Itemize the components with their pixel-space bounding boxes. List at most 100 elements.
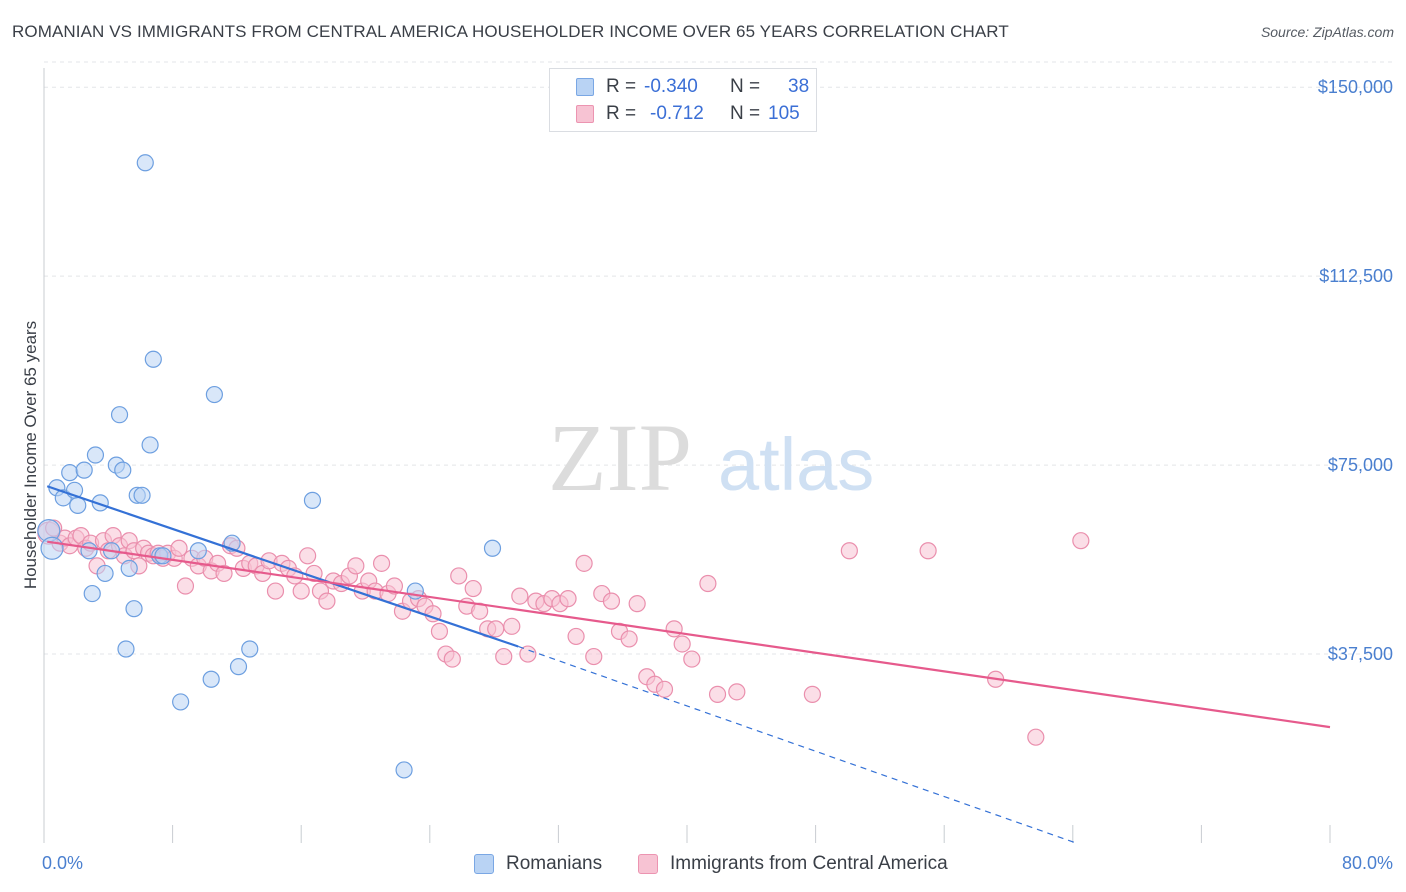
data-point xyxy=(215,564,233,583)
watermark-zip: ZIP xyxy=(548,404,692,511)
legend-n-label: N = xyxy=(730,76,761,97)
data-point xyxy=(919,542,937,560)
x-tick-label: 80.0% xyxy=(1342,853,1393,873)
data-point xyxy=(117,640,135,658)
y-axis-label: Householder Income Over 65 years xyxy=(21,321,40,589)
legend-n-value: 105 xyxy=(768,103,800,124)
trend-line xyxy=(46,485,519,648)
data-point xyxy=(266,582,285,600)
axes xyxy=(43,68,1331,843)
data-point xyxy=(728,683,746,701)
data-point xyxy=(299,547,317,565)
y-tick-label: $112,500 xyxy=(1319,266,1393,286)
data-point xyxy=(511,587,529,605)
x-tick-labels: 0.0% 80.0% xyxy=(42,853,1393,873)
data-point xyxy=(96,564,114,583)
data-point xyxy=(628,595,646,613)
data-point xyxy=(464,579,482,598)
trend-layer xyxy=(46,485,1331,844)
data-point xyxy=(83,584,101,603)
data-point xyxy=(114,461,132,479)
data-point xyxy=(172,693,190,711)
legend-r-value: -0.340 xyxy=(644,76,698,97)
data-point xyxy=(141,436,159,454)
data-point xyxy=(559,590,577,608)
data-point xyxy=(125,600,143,618)
x-tick-label: 0.0% xyxy=(42,853,83,873)
trend-line xyxy=(47,540,1331,729)
y-tick-label: $37,500 xyxy=(1328,644,1393,664)
data-point xyxy=(170,539,188,557)
data-point xyxy=(385,577,404,595)
data-point xyxy=(567,627,585,646)
bottom-legend-swatch xyxy=(638,854,658,874)
data-point xyxy=(69,496,87,515)
legend-r-label: R = xyxy=(606,103,637,124)
data-point xyxy=(495,647,513,666)
data-point xyxy=(229,658,248,676)
data-point xyxy=(75,461,93,479)
data-point xyxy=(372,554,391,572)
data-point xyxy=(487,620,505,638)
data-point xyxy=(318,592,336,610)
legend-row-central-america: R = -0.712 N = 105 xyxy=(550,101,816,127)
data-point xyxy=(673,635,691,653)
y-tick-labels: $37,500 $75,000 $112,500 $150,000 xyxy=(1318,77,1393,664)
data-point xyxy=(395,761,413,779)
data-point xyxy=(202,670,220,688)
watermark: ZIP atlas xyxy=(548,404,874,511)
data-point xyxy=(144,350,162,368)
data-point xyxy=(430,622,449,640)
data-point xyxy=(136,154,154,172)
data-point xyxy=(292,582,310,600)
data-point xyxy=(205,385,223,404)
data-point xyxy=(503,617,521,635)
data-point xyxy=(241,640,259,658)
bottom-legend-swatch xyxy=(474,854,494,874)
data-point xyxy=(80,542,98,560)
data-point xyxy=(655,680,674,698)
legend-r-label: R = xyxy=(606,76,637,97)
legend-swatch-central-america xyxy=(576,105,594,123)
data-point xyxy=(61,464,79,482)
data-point xyxy=(803,685,821,703)
legend-r-value: -0.712 xyxy=(650,103,704,124)
data-point xyxy=(840,542,858,560)
data-point xyxy=(91,494,109,512)
data-point xyxy=(154,547,172,565)
data-point xyxy=(176,577,195,595)
data-point xyxy=(585,647,603,666)
data-point xyxy=(1072,532,1090,550)
source-credit: Source: ZipAtlas.com xyxy=(1260,24,1394,40)
data-point xyxy=(40,536,64,560)
correlation-legend: R = -0.340 N = 38 R = -0.712 N = 105 xyxy=(549,68,817,132)
data-point xyxy=(620,630,638,648)
data-point xyxy=(483,539,502,557)
data-point xyxy=(708,685,727,703)
legend-swatch-romanians xyxy=(576,78,594,96)
y-tick-label: $150,000 xyxy=(1318,77,1393,97)
data-point xyxy=(699,574,717,593)
watermark-atlas: atlas xyxy=(718,423,874,506)
legend-row-romanians: R = -0.340 N = 38 xyxy=(550,74,816,100)
data-point xyxy=(450,567,468,585)
data-point xyxy=(519,645,537,663)
bottom-legend-label: Romanians xyxy=(506,853,603,874)
data-point xyxy=(575,554,593,572)
legend-n-label: N = xyxy=(730,103,761,124)
data-point xyxy=(347,557,365,575)
data-point xyxy=(665,620,683,638)
data-point xyxy=(110,406,129,424)
data-point xyxy=(86,446,105,464)
data-point xyxy=(683,650,701,668)
data-point xyxy=(120,559,138,577)
bottom-legend-label: Immigrants from Central America xyxy=(670,853,948,874)
data-point xyxy=(303,491,322,509)
y-tick-label: $75,000 xyxy=(1328,455,1393,475)
data-point xyxy=(189,542,207,560)
data-point xyxy=(443,650,461,668)
chart-title: ROMANIAN VS IMMIGRANTS FROM CENTRAL AMER… xyxy=(12,22,1009,41)
series-romanians xyxy=(37,154,502,779)
data-point xyxy=(133,486,151,504)
